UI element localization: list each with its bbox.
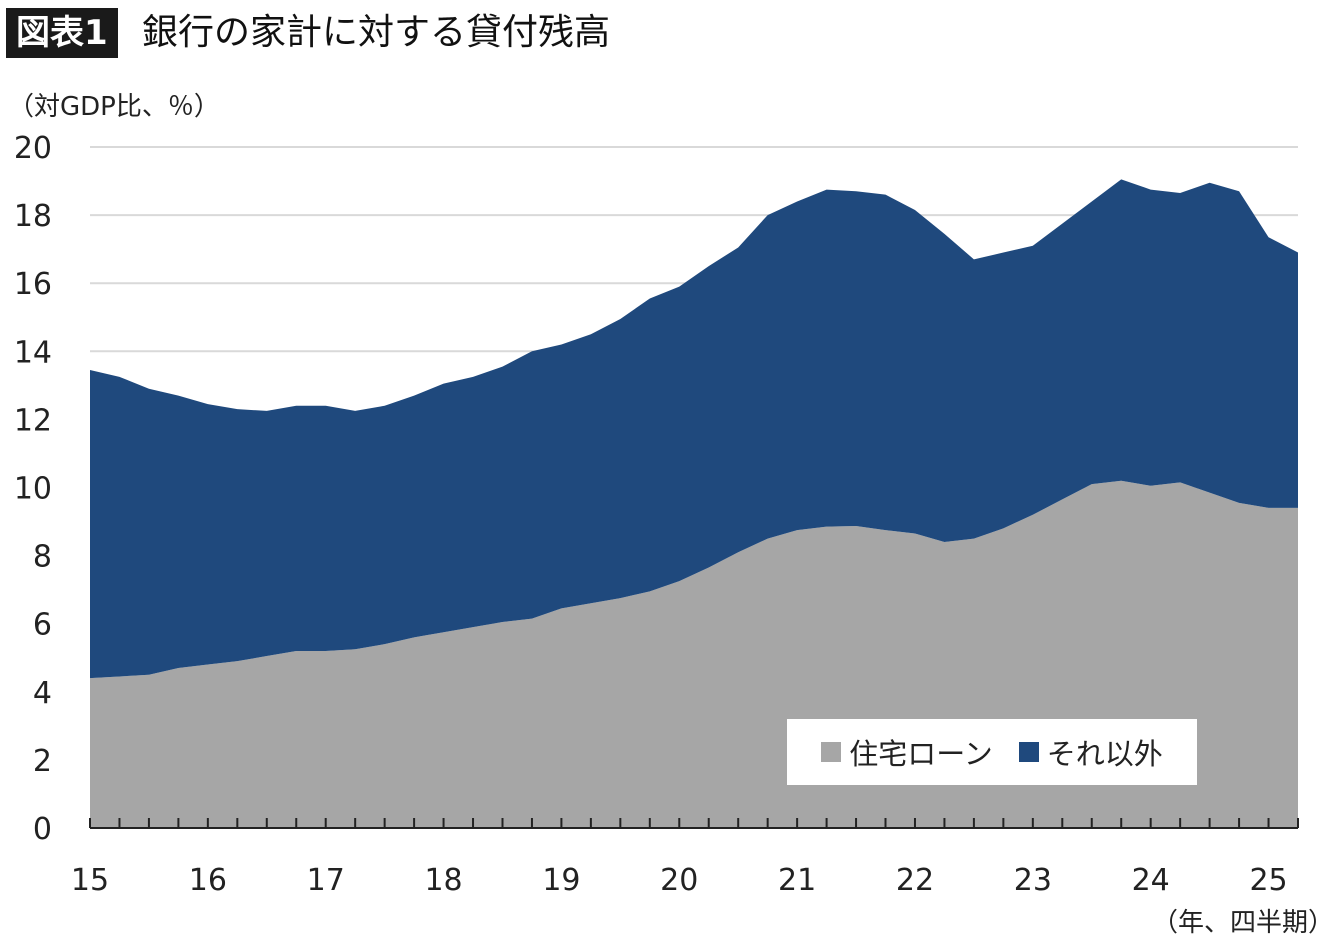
y-tick-label: 4 (33, 676, 52, 711)
legend-label: それ以外 (1046, 737, 1163, 771)
x-tick-label: 22 (896, 863, 934, 898)
x-tick-label: 19 (542, 863, 580, 898)
x-tick-label: 23 (1014, 863, 1052, 898)
x-tick-label: 25 (1249, 863, 1287, 898)
y-tick-label: 0 (33, 812, 52, 847)
area-series-2 (90, 179, 1298, 679)
x-tick-label: 18 (424, 863, 462, 898)
legend-label: 住宅ローン (849, 737, 993, 771)
y-tick-label: 20 (14, 131, 52, 166)
chart-title: 銀行の家計に対する貸付残高 (142, 12, 611, 53)
legend-item-housing: 住宅ローン (821, 731, 993, 773)
figure-badge: 図表1 (6, 8, 118, 58)
x-tick-label: 21 (778, 863, 816, 898)
y-tick-label: 18 (14, 199, 52, 234)
x-tick-label: 24 (1132, 863, 1170, 898)
legend-swatch-other (1018, 742, 1039, 762)
x-tick-label: 20 (660, 863, 698, 898)
y-tick-label: 6 (33, 608, 52, 643)
y-tick-label: 14 (14, 335, 52, 370)
legend: 住宅ローン それ以外 (787, 719, 1197, 785)
x-tick-label: 16 (189, 863, 227, 898)
y-tick-label: 2 (33, 744, 52, 779)
x-tick-label: 15 (71, 863, 109, 898)
y-tick-label: 16 (14, 267, 52, 302)
legend-item-other: それ以外 (1018, 731, 1163, 773)
y-tick-label: 12 (14, 403, 52, 438)
y-axis-label: （対GDP比、％） (8, 92, 220, 122)
x-axis-label: （年、四半期） (1151, 908, 1334, 938)
legend-swatch-housing (821, 742, 842, 762)
x-tick-label: 17 (307, 863, 345, 898)
y-tick-label: 10 (14, 472, 52, 507)
y-tick-label: 8 (33, 540, 52, 575)
